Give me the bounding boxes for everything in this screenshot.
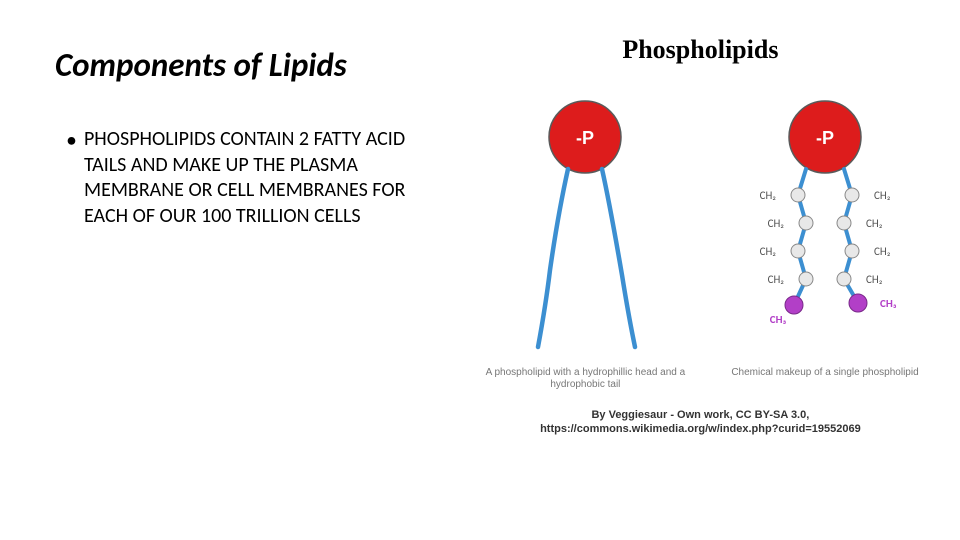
svg-text:CH₂: CH₂ <box>760 245 777 258</box>
fatty-tail-left <box>538 169 568 347</box>
molecule-chemical-svg: -P CH₂ CH₂ CH₂ CH₂ <box>720 95 930 355</box>
caption-right: Chemical makeup of a single phospholipid <box>731 367 918 379</box>
phosphate-label: -P <box>576 128 594 148</box>
left-column: Components of Lipids • PHOSPHOLIPIDS CON… <box>0 0 461 540</box>
bullet-text: PHOSPHOLIPIDS CONTAIN 2 FATTY ACID TAILS… <box>84 127 441 229</box>
svg-text:CH₂: CH₂ <box>760 189 777 202</box>
molecule-simple-svg: -P <box>500 95 670 355</box>
bullet-item: • PHOSPHOLIPIDS CONTAIN 2 FATTY ACID TAI… <box>67 127 441 229</box>
chain-right-nodes: CH₂ CH₂ CH₂ CH₂ CH₃ <box>837 188 897 312</box>
molecule-chemical: -P CH₂ CH₂ CH₂ CH₂ <box>720 95 930 391</box>
svg-text:CH₃: CH₃ <box>770 313 787 326</box>
slide-container: Components of Lipids • PHOSPHOLIPIDS CON… <box>0 0 960 540</box>
svg-text:CH₂: CH₂ <box>874 189 891 202</box>
svg-text:CH₃: CH₃ <box>880 297 897 310</box>
right-column: Phospholipids -P A phospholipid with a h… <box>461 0 960 540</box>
molecule-simple: -P A phospholipid with a hydrophillic he… <box>471 95 700 391</box>
svg-text:CH₂: CH₂ <box>768 217 785 230</box>
bullet-marker: • <box>67 129 76 151</box>
bullet-list: • PHOSPHOLIPIDS CONTAIN 2 FATTY ACID TAI… <box>55 127 441 229</box>
caption-left: A phospholipid with a hydrophillic head … <box>471 367 700 391</box>
diagram-row: -P A phospholipid with a hydrophillic he… <box>471 95 930 391</box>
svg-text:CH₂: CH₂ <box>874 245 891 258</box>
fatty-tail-right <box>602 169 635 347</box>
svg-text:CH₂: CH₂ <box>768 273 785 286</box>
svg-text:CH₂: CH₂ <box>866 217 883 230</box>
phosphate-label-2: -P <box>816 128 834 148</box>
svg-text:CH₂: CH₂ <box>866 273 883 286</box>
slide-title: Components of Lipids <box>55 45 441 85</box>
attribution-text: By Veggiesaur - Own work, CC BY-SA 3.0, … <box>471 409 930 437</box>
diagram-heading: Phospholipids <box>471 35 930 65</box>
chain-left-nodes: CH₂ CH₂ CH₂ CH₂ CH₃ <box>760 188 813 326</box>
